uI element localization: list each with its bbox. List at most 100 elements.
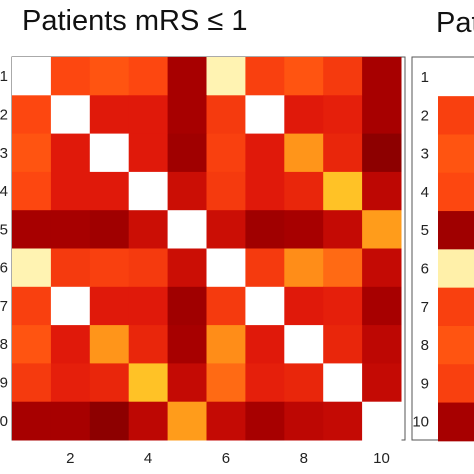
heatmap-cell <box>323 325 363 364</box>
heatmap-cell <box>167 248 207 288</box>
heatmap-cell <box>167 171 207 211</box>
heatmap-cell <box>284 363 324 403</box>
heatmap-cell <box>323 171 363 211</box>
y-tick-label: 4 <box>0 183 8 200</box>
heatmap-cell <box>245 325 285 364</box>
heatmap-cell <box>50 401 91 441</box>
heatmap-cell <box>323 401 363 441</box>
heatmap-panel-right: Pat 1 2 3 4 5 6 7 8 9 10 <box>411 7 474 442</box>
heatmap-cell <box>284 133 324 173</box>
heatmap-cell <box>438 364 474 404</box>
heatmap-cell <box>362 363 402 403</box>
heatmap-cell <box>128 401 169 441</box>
heatmap-cell <box>89 57 130 96</box>
heatmap-cell <box>284 171 324 211</box>
heatmap-cell <box>206 133 246 173</box>
y-tick-labels: 1 2 3 4 5 6 7 8 9 10 <box>0 68 8 430</box>
chart-title-right: Pat <box>436 7 474 39</box>
y-tick-label: 2 <box>0 106 8 123</box>
heatmap-cell <box>284 286 324 326</box>
heatmap-cell <box>12 325 52 364</box>
heatmap-cell <box>50 325 91 364</box>
heatmap-cell <box>167 57 207 96</box>
heatmap-cell <box>206 95 246 135</box>
heatmap-cell <box>89 401 130 441</box>
heatmap-panel-left: Patients mRS ≤ 1 1 2 3 4 5 6 7 8 9 10 2 4 6 8 10 <box>0 5 406 467</box>
heatmap-cell <box>128 95 169 135</box>
heatmap-cell <box>245 57 285 96</box>
heatmap-cell <box>323 133 363 173</box>
y-tick-label: 9 <box>0 375 8 392</box>
heatmap-cell <box>438 57 474 97</box>
heatmap-cell <box>89 325 130 364</box>
heatmap-cell <box>12 210 52 249</box>
heatmap-cell <box>206 210 246 249</box>
heatmap-cell <box>245 95 285 135</box>
x-tick-labels: 2 4 6 8 10 <box>66 450 390 467</box>
heatmap-cell <box>167 286 207 326</box>
heatmap-cells <box>12 57 402 441</box>
heatmap-cell <box>50 363 91 403</box>
y-tick-label: 7 <box>421 299 429 316</box>
heatmap-cell <box>323 210 363 249</box>
heatmap-cell <box>89 133 130 173</box>
heatmap-cell <box>284 57 324 96</box>
heatmap-cell <box>245 363 285 403</box>
heatmap-cell <box>438 96 474 135</box>
heatmap-cell <box>50 210 91 249</box>
y-tick-labels-right: 1 2 3 4 5 6 7 8 9 10 <box>412 69 429 431</box>
heatmap-cell <box>323 248 363 288</box>
heatmap-cell <box>89 95 130 135</box>
heatmap-cell <box>362 248 402 288</box>
heatmap-cell <box>128 57 169 96</box>
y-tick-label: 10 <box>0 413 8 430</box>
heatmap-cell <box>89 210 130 249</box>
y-tick-label: 8 <box>421 337 429 354</box>
heatmap-cell <box>50 95 91 135</box>
heatmap-cell <box>362 133 402 173</box>
y-tick-label: 8 <box>0 336 8 353</box>
heatmap-cell <box>12 363 52 403</box>
heatmap-cell <box>128 171 169 211</box>
heatmap-cell <box>438 134 474 174</box>
x-tick-label: 4 <box>144 450 152 467</box>
heatmap-cell <box>50 57 91 96</box>
heatmap-cell <box>245 210 285 249</box>
y-tick-label: 5 <box>0 221 8 238</box>
y-tick-label: 1 <box>421 69 429 86</box>
heatmap-cell <box>206 325 246 364</box>
heatmap-cell <box>167 401 207 441</box>
heatmap-cell <box>50 286 91 326</box>
heatmap-cell <box>362 171 402 211</box>
heatmap-cell <box>362 325 402 364</box>
y-tick-label: 7 <box>0 298 8 315</box>
heatmap-cell <box>167 325 207 364</box>
heatmap-cell <box>89 286 130 326</box>
heatmap-cell <box>128 325 169 364</box>
heatmap-cell <box>206 401 246 441</box>
heatmap-cell <box>284 210 324 249</box>
heatmap-cell <box>128 133 169 173</box>
heatmap-cell <box>362 286 402 326</box>
heatmap-cell <box>284 401 324 441</box>
heatmap-cell <box>362 401 402 441</box>
heatmap-cell <box>128 210 169 249</box>
heatmap-cell <box>323 286 363 326</box>
heatmap-cell <box>89 248 130 288</box>
heatmap-cell <box>323 57 363 96</box>
heatmap-cell <box>438 287 474 327</box>
heatmap-cell <box>284 325 324 364</box>
heatmap-cell <box>167 363 207 403</box>
heatmap-cell <box>12 57 52 96</box>
heatmap-cell <box>323 363 363 403</box>
heatmap-cell <box>128 248 169 288</box>
y-tick-label: 1 <box>0 68 8 85</box>
x-tick-label: 2 <box>66 450 74 467</box>
heatmap-cell <box>206 57 246 96</box>
x-tick-label: 8 <box>300 450 308 467</box>
x-tick-label: 10 <box>373 450 390 467</box>
heatmap-cell <box>438 249 474 289</box>
heatmap-cell <box>245 401 285 441</box>
heatmap-cell <box>438 325 474 365</box>
